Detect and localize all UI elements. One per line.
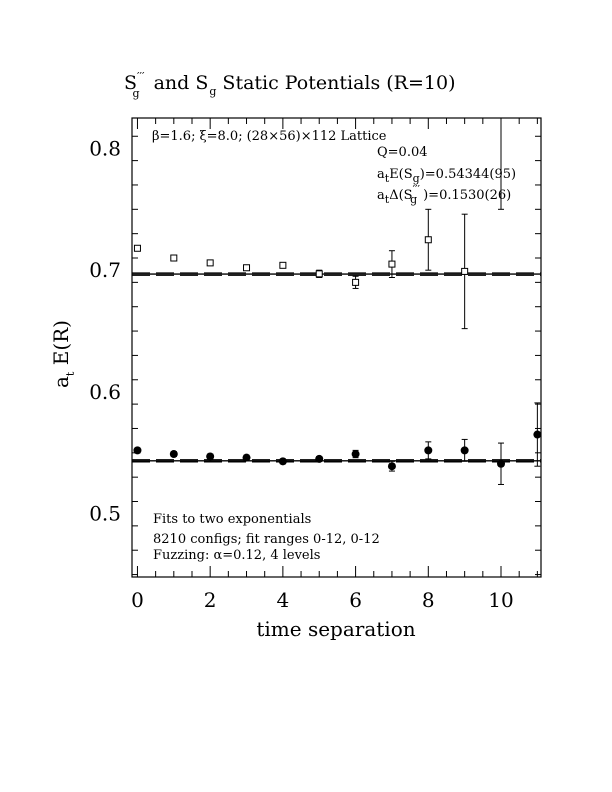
data-point-circle	[387, 462, 396, 471]
y-tick-label: 0.7	[89, 258, 121, 282]
data-point-square	[279, 261, 287, 269]
y-axis-title: at E(R)	[49, 320, 77, 388]
data-point-circle	[424, 446, 433, 455]
lattice-annotation: β=1.6; ξ=8.0; (28×56)×112 Lattice	[152, 129, 387, 144]
y-tick-labels: 0.5 0.6 0.7 0.8	[89, 136, 121, 525]
data-point-circle	[278, 457, 287, 466]
data-point-circle	[206, 452, 215, 461]
data-point-square	[352, 278, 360, 286]
delta-annotation: atΔ(S′′′ g)=0.1530(26)	[377, 183, 511, 206]
data-point-circle	[169, 450, 178, 459]
x-tick-label: 6	[349, 588, 362, 612]
chart-title: S′′′ g and Sg Static Potentials (R=10)	[124, 70, 456, 100]
x-axis-title: time separation	[256, 617, 415, 641]
data-point-square	[461, 267, 469, 275]
y-tick-label: 0.5	[89, 502, 121, 526]
y-tick-label: 0.6	[89, 380, 121, 404]
q-annotation: Q=0.04	[377, 145, 428, 160]
y-tick-label: 0.8	[89, 136, 121, 160]
x-tick-label: 0	[131, 588, 144, 612]
configs-annotation: 8210 configs; fit ranges 0-12, 0-12	[153, 532, 380, 547]
data-point-circle	[315, 454, 324, 463]
data-point-circle	[533, 430, 542, 439]
x-tick-label: 2	[204, 588, 217, 612]
data-point-square	[388, 260, 396, 268]
data-point-square	[170, 254, 178, 262]
x-tick-label: 10	[488, 588, 513, 612]
x-tick-label: 4	[277, 588, 290, 612]
data-point-square	[315, 270, 323, 278]
fit-bands	[132, 272, 541, 463]
data-point-square	[133, 244, 141, 252]
x-tick-labels: 0 2 4 6 8 10	[131, 588, 514, 612]
fits-annotation: Fits to two exponentials	[153, 512, 311, 527]
data-point-square	[243, 264, 251, 272]
data-point-circle	[351, 450, 360, 459]
data-point-circle	[242, 453, 251, 462]
fuzzing-annotation: Fuzzing: α=0.12, 4 levels	[153, 548, 320, 563]
x-tick-label: 8	[422, 588, 435, 612]
data-point-square	[424, 236, 432, 244]
data-point-circle	[133, 446, 142, 455]
data-series	[133, 118, 542, 485]
data-point-circle	[497, 459, 506, 468]
data-point-circle	[460, 446, 469, 455]
axis-ticks	[132, 118, 541, 577]
plot-frame	[131, 117, 542, 578]
data-point-square	[206, 259, 214, 267]
energy-annotation: atE(Sg)=0.54344(95)	[377, 167, 516, 185]
